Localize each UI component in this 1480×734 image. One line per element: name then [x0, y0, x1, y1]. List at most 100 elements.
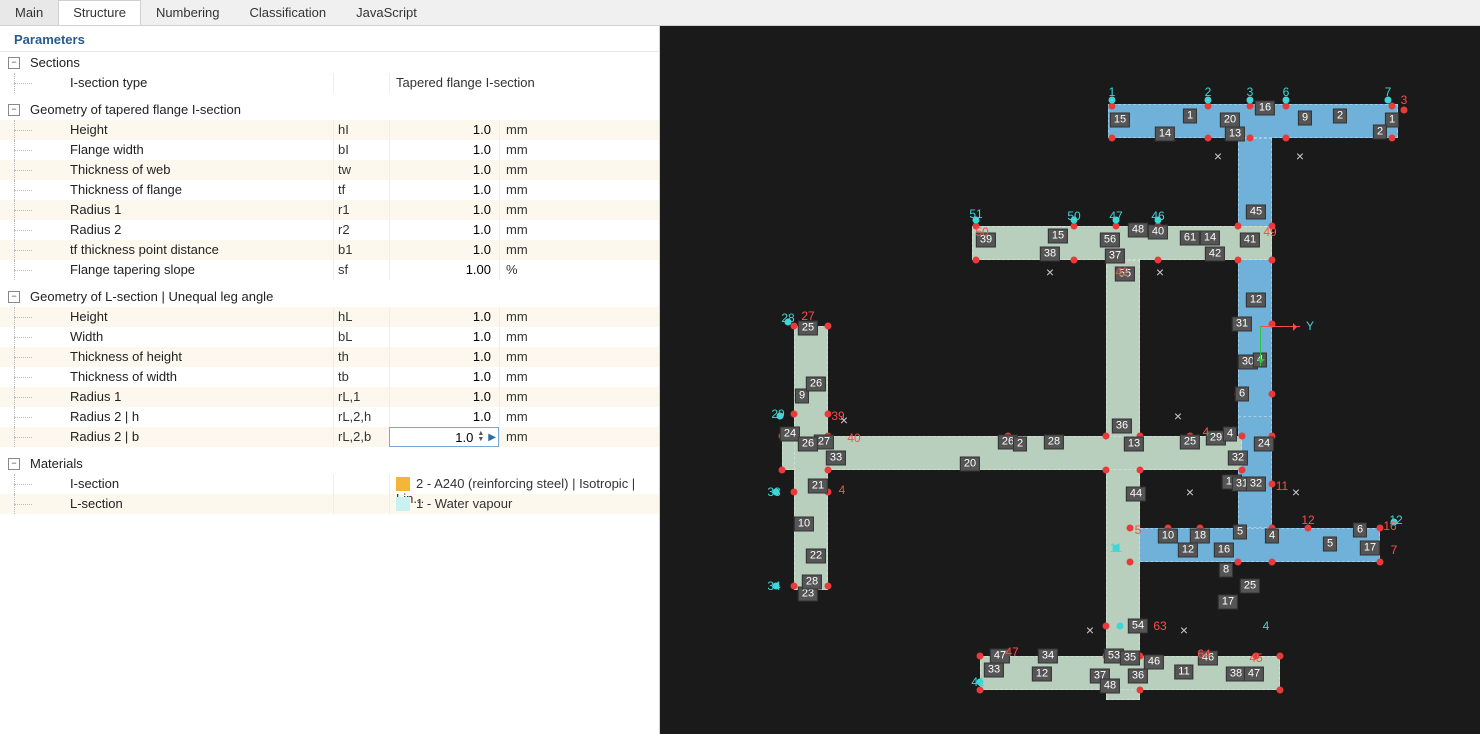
tab-numbering[interactable]: Numbering	[141, 0, 235, 25]
param-row[interactable]: Radius 2 | hrL,2,h1.0mm	[0, 407, 659, 427]
param-unit: mm	[499, 347, 659, 367]
node-dot	[1377, 559, 1384, 566]
param-value-input[interactable]: 1.0▲▼▶	[389, 427, 499, 447]
param-row[interactable]: Thickness of widthtb1.0mm	[0, 367, 659, 387]
element-number: 46	[1144, 655, 1164, 670]
param-value[interactable]: 1.0	[389, 387, 499, 407]
element-number: 44	[1126, 487, 1146, 502]
param-row[interactable]: Thickness of webtw1.0mm	[0, 160, 659, 180]
group-header[interactable]: −Geometry of L-section | Unequal leg ang…	[0, 286, 659, 307]
param-row[interactable]: HeighthL1.0mm	[0, 307, 659, 327]
tabbar: MainStructureNumberingClassificationJava…	[0, 0, 1480, 26]
param-row[interactable]: Flange widthbI1.0mm	[0, 140, 659, 160]
param-symbol: tf	[333, 180, 389, 200]
node-dot	[1269, 481, 1276, 488]
param-symbol: r2	[333, 220, 389, 240]
cross-icon: ×	[1292, 484, 1300, 500]
param-name: tf thickness point distance	[30, 240, 333, 260]
param-name: Radius 2 | h	[30, 407, 333, 427]
model-viewport[interactable]: 1511420161392124539155648406114414237385…	[660, 26, 1480, 734]
tab-structure[interactable]: Structure	[58, 0, 141, 25]
section-region	[1106, 260, 1140, 700]
param-row[interactable]: WidthbL1.0mm	[0, 327, 659, 347]
node-label: 40	[847, 431, 860, 445]
element-number: 48	[1100, 679, 1120, 694]
node-label: 45	[1249, 651, 1262, 665]
param-value[interactable]: 1.0	[389, 367, 499, 387]
group-header[interactable]: −Sections	[0, 52, 659, 73]
param-row[interactable]: Flange tapering slopesf1.00%	[0, 260, 659, 280]
param-value[interactable]: 1.0	[389, 120, 499, 140]
param-value[interactable]: 1.0	[389, 307, 499, 327]
param-row[interactable]: I-section typeTapered flange I-section	[0, 73, 659, 93]
param-row[interactable]: Thickness of heightth1.0mm	[0, 347, 659, 367]
element-number: 2	[1333, 109, 1347, 124]
node-dot	[1109, 103, 1116, 110]
element-number: 14	[1155, 127, 1175, 142]
param-value[interactable]: 1.0	[389, 327, 499, 347]
param-value[interactable]: 1.0	[389, 160, 499, 180]
tab-classification[interactable]: Classification	[235, 0, 342, 25]
param-row[interactable]: Radius 1rL,11.0mm	[0, 387, 659, 407]
node-dot	[1283, 135, 1290, 142]
collapse-icon: −	[8, 291, 20, 303]
node-dot	[825, 583, 832, 590]
param-unit: mm	[499, 307, 659, 327]
spinner-icon[interactable]: ▲▼	[477, 431, 484, 443]
element-number: 37	[1105, 249, 1125, 264]
node-label: 5	[1135, 523, 1142, 537]
element-number: 61	[1180, 231, 1200, 246]
node-label: 42	[1115, 265, 1128, 279]
node-dot	[825, 323, 832, 330]
param-row[interactable]: L-section1 - Water vapour	[0, 494, 659, 514]
node-dot	[1103, 623, 1110, 630]
element-number: 17	[1218, 595, 1238, 610]
node-label: 4	[1203, 425, 1210, 439]
group-header[interactable]: −Geometry of tapered flange I-section	[0, 99, 659, 120]
node-label: 63	[1153, 619, 1166, 633]
param-value[interactable]: 1.0	[389, 180, 499, 200]
node-dot	[1269, 391, 1276, 398]
node-dot	[1269, 257, 1276, 264]
dropdown-icon[interactable]: ▶	[488, 432, 496, 443]
node-dot	[977, 653, 984, 660]
group-title: Sections	[30, 55, 80, 70]
node-dot	[825, 467, 832, 474]
param-value[interactable]: 1.0	[389, 220, 499, 240]
param-name: Radius 2 | b	[30, 427, 333, 447]
param-value[interactable]: 1.0	[389, 200, 499, 220]
param-unit: mm	[499, 200, 659, 220]
axis-z-arrow-icon	[1260, 326, 1261, 366]
param-value[interactable]: 1.0	[389, 240, 499, 260]
node-label: 11	[1110, 541, 1122, 555]
tab-javascript[interactable]: JavaScript	[341, 0, 432, 25]
cross-icon: ×	[840, 412, 848, 428]
element-number: 12	[1178, 543, 1198, 558]
group-header[interactable]: −Materials	[0, 453, 659, 474]
param-row[interactable]: Thickness of flangetf1.0mm	[0, 180, 659, 200]
node-dot	[1137, 687, 1144, 694]
param-name: Thickness of height	[30, 347, 333, 367]
element-number: 28	[1044, 435, 1064, 450]
param-row[interactable]: Radius 2 | brL,2,b1.0▲▼▶mm	[0, 427, 659, 447]
param-row[interactable]: Radius 2r21.0mm	[0, 220, 659, 240]
element-number: 5	[1323, 537, 1337, 552]
element-number: 8	[1219, 563, 1233, 578]
cross-icon: ×	[1086, 622, 1094, 638]
node-dot	[1269, 559, 1276, 566]
param-row[interactable]: tf thickness point distanceb11.0mm	[0, 240, 659, 260]
element-number: 41	[1240, 233, 1260, 248]
param-value[interactable]: 1.00	[389, 260, 499, 280]
param-value[interactable]: 1.0	[389, 140, 499, 160]
param-row[interactable]: HeighthI1.0mm	[0, 120, 659, 140]
param-row[interactable]: I-section2 - A240 (reinforcing steel) | …	[0, 474, 659, 494]
element-number: 42	[1205, 247, 1225, 262]
param-row[interactable]: Radius 1r11.0mm	[0, 200, 659, 220]
tab-main[interactable]: Main	[0, 0, 58, 25]
param-symbol: bI	[333, 140, 389, 160]
param-value[interactable]: 1.0	[389, 407, 499, 427]
param-value[interactable]: 1.0	[389, 347, 499, 367]
cross-icon: ×	[1180, 622, 1188, 638]
param-unit: mm	[499, 140, 659, 160]
node-label: 2	[1205, 85, 1212, 99]
